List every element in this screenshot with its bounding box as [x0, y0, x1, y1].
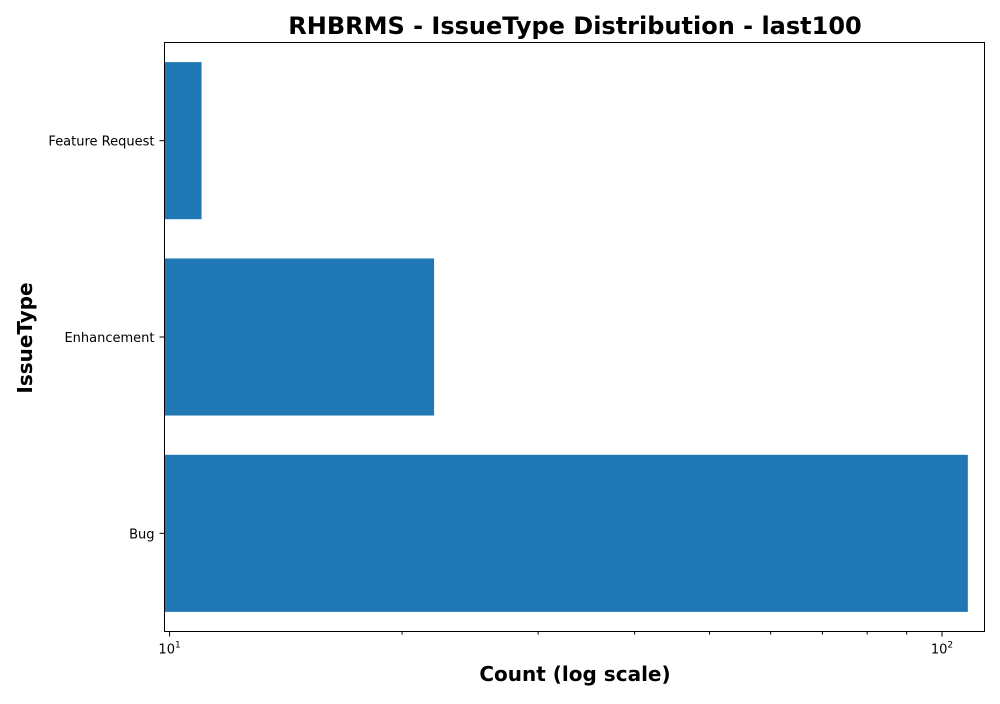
y-axis-ticks: Bug Enhancement Feature Request	[48, 135, 165, 542]
bar-enhancement	[164, 258, 435, 416]
y-tick-label: Feature Request	[48, 135, 154, 150]
y-tick-label: Enhancement	[64, 331, 154, 346]
bar-bug	[164, 454, 968, 612]
y-axis-title: IssueType	[13, 282, 37, 393]
x-tick-label: 102	[931, 641, 953, 658]
x-axis-ticks: 101 102	[158, 631, 953, 658]
y-tick-label: Bug	[129, 527, 154, 542]
bar-feature-request	[164, 62, 202, 220]
chart-title: RHBRMS - IssueType Distribution - last10…	[288, 12, 861, 40]
x-tick-label: 101	[158, 641, 180, 658]
x-axis-title: Count (log scale)	[479, 662, 670, 686]
bars-layer	[164, 62, 968, 612]
